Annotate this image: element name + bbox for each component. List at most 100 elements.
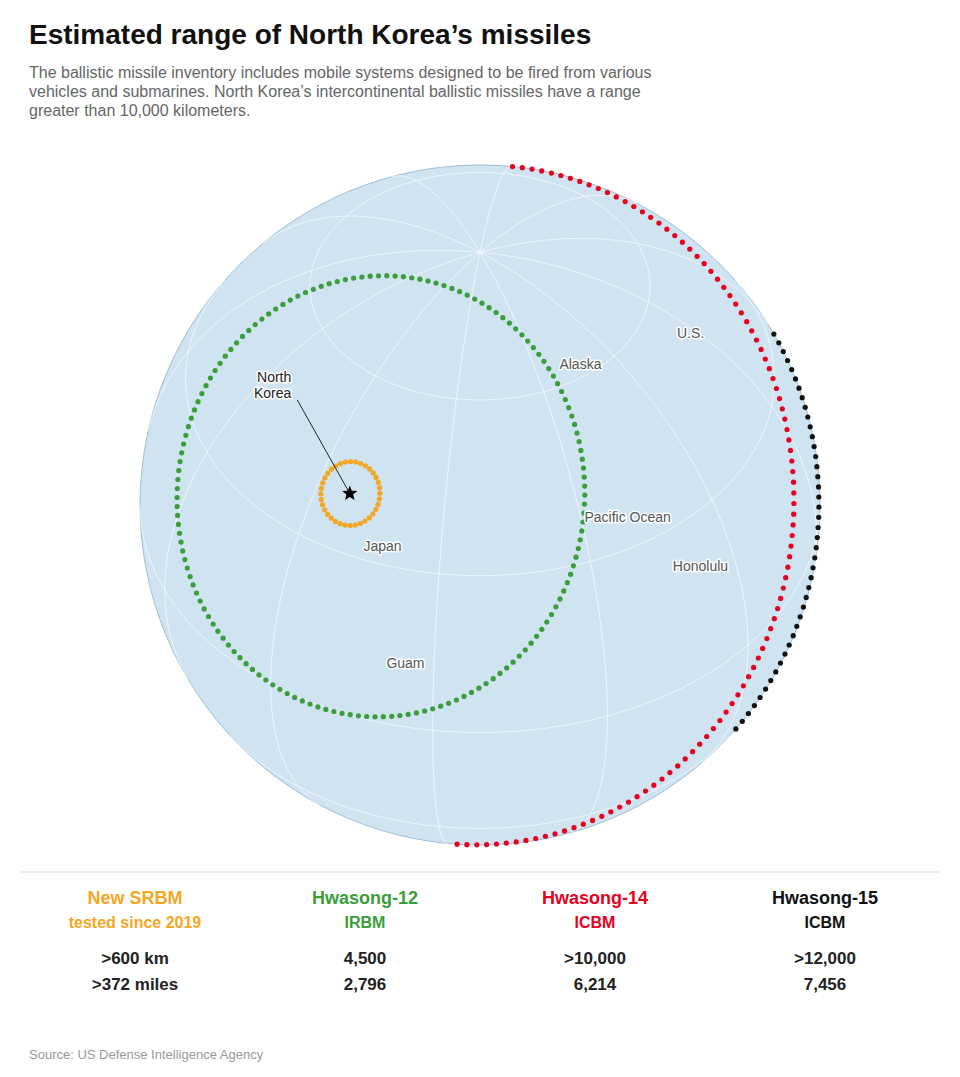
range-dot — [778, 596, 783, 601]
range-dot — [572, 422, 577, 427]
range-dot — [325, 471, 330, 476]
range-dot — [695, 254, 700, 259]
range-dot — [687, 247, 692, 252]
range-dot — [579, 528, 584, 533]
range-dot — [806, 585, 811, 590]
range-dot — [582, 502, 587, 507]
range-dot — [280, 302, 285, 307]
range-dot — [300, 698, 305, 703]
range-dot — [730, 701, 735, 706]
range-dot — [329, 516, 334, 521]
range-dot — [617, 805, 622, 810]
range-dot — [240, 334, 245, 339]
range-dot — [497, 671, 502, 676]
range-dot — [573, 555, 578, 560]
range-dot — [740, 719, 745, 724]
globe — [140, 165, 820, 845]
legend-note: ICBM — [805, 914, 846, 931]
range-dot — [816, 484, 821, 489]
range-dot — [809, 575, 814, 580]
range-dot — [517, 654, 522, 659]
range-dot — [364, 714, 369, 719]
graticule — [480, 252, 607, 832]
range-dot — [292, 695, 297, 700]
range-dot — [525, 339, 530, 344]
range-dot — [259, 317, 264, 322]
range-dot — [782, 417, 787, 422]
range-dot — [377, 496, 382, 501]
range-dot — [816, 505, 821, 510]
range-dot — [697, 742, 702, 747]
range-dot — [672, 233, 677, 238]
range-dot — [507, 321, 512, 326]
range-dot — [494, 310, 499, 315]
range-dot — [188, 574, 193, 579]
range-dot — [178, 540, 183, 545]
title: Estimated range of North Korea’s missile… — [29, 19, 591, 50]
range-dot — [203, 383, 208, 388]
range-dot — [549, 171, 554, 176]
origin-label: NorthKorea — [254, 368, 292, 401]
range-dot — [815, 474, 820, 479]
range-dot — [417, 277, 422, 282]
range-dot — [568, 572, 573, 577]
range-dot — [539, 627, 544, 632]
range-dot — [422, 708, 427, 713]
range-dot — [500, 315, 505, 320]
legend-item: Hwasong-14ICBM>10,0006,214 — [542, 888, 648, 994]
range-dot — [587, 182, 592, 187]
range-dot — [566, 405, 571, 410]
range-dot — [702, 261, 707, 266]
range-dot — [325, 512, 330, 517]
range-dot — [739, 310, 744, 315]
range-km-label: >12,000 — [794, 949, 856, 968]
range-dot — [582, 484, 587, 489]
range-dot — [791, 512, 796, 517]
background — [0, 0, 960, 1077]
range-dot — [810, 565, 815, 570]
range-dot — [704, 734, 709, 739]
range-ring — [318, 459, 382, 528]
range-dot — [640, 209, 645, 214]
range-dot — [623, 199, 628, 204]
origin-connector — [297, 400, 349, 494]
range-dot — [744, 319, 749, 324]
range-dot — [680, 240, 685, 245]
range-dot — [664, 227, 669, 232]
range-dot — [232, 649, 237, 654]
range-dot — [810, 434, 815, 439]
range-dot — [788, 544, 793, 549]
range-dot — [397, 713, 402, 718]
range-dot — [250, 667, 255, 672]
legend-name: Hwasong-12 — [312, 888, 418, 908]
range-dot — [803, 405, 808, 410]
range-dot — [531, 345, 536, 350]
range-dot — [175, 477, 180, 482]
place-label: Alaska — [559, 356, 601, 372]
range-dot — [351, 276, 356, 281]
range-dot — [580, 457, 585, 462]
range-dot — [479, 301, 484, 306]
range-dot — [186, 424, 191, 429]
range-dot — [772, 616, 777, 621]
range-dot — [474, 842, 479, 847]
range-dot — [406, 712, 411, 717]
range-dot — [270, 682, 275, 687]
range-dot — [237, 655, 242, 660]
graticule — [165, 252, 480, 678]
range-dot — [206, 614, 211, 619]
range-dot — [455, 842, 460, 847]
range-dot — [454, 697, 459, 702]
range-dot — [376, 273, 381, 278]
range-dot — [791, 633, 796, 638]
range-dot — [409, 275, 414, 280]
range-dot — [781, 586, 786, 591]
range-dot — [335, 279, 340, 284]
range-dot — [465, 293, 470, 298]
range-dot — [651, 783, 656, 788]
range-dot — [578, 537, 583, 542]
range-dot — [675, 763, 680, 768]
range-dot — [192, 407, 197, 412]
range-dot — [221, 636, 226, 641]
range-dot — [320, 502, 325, 507]
